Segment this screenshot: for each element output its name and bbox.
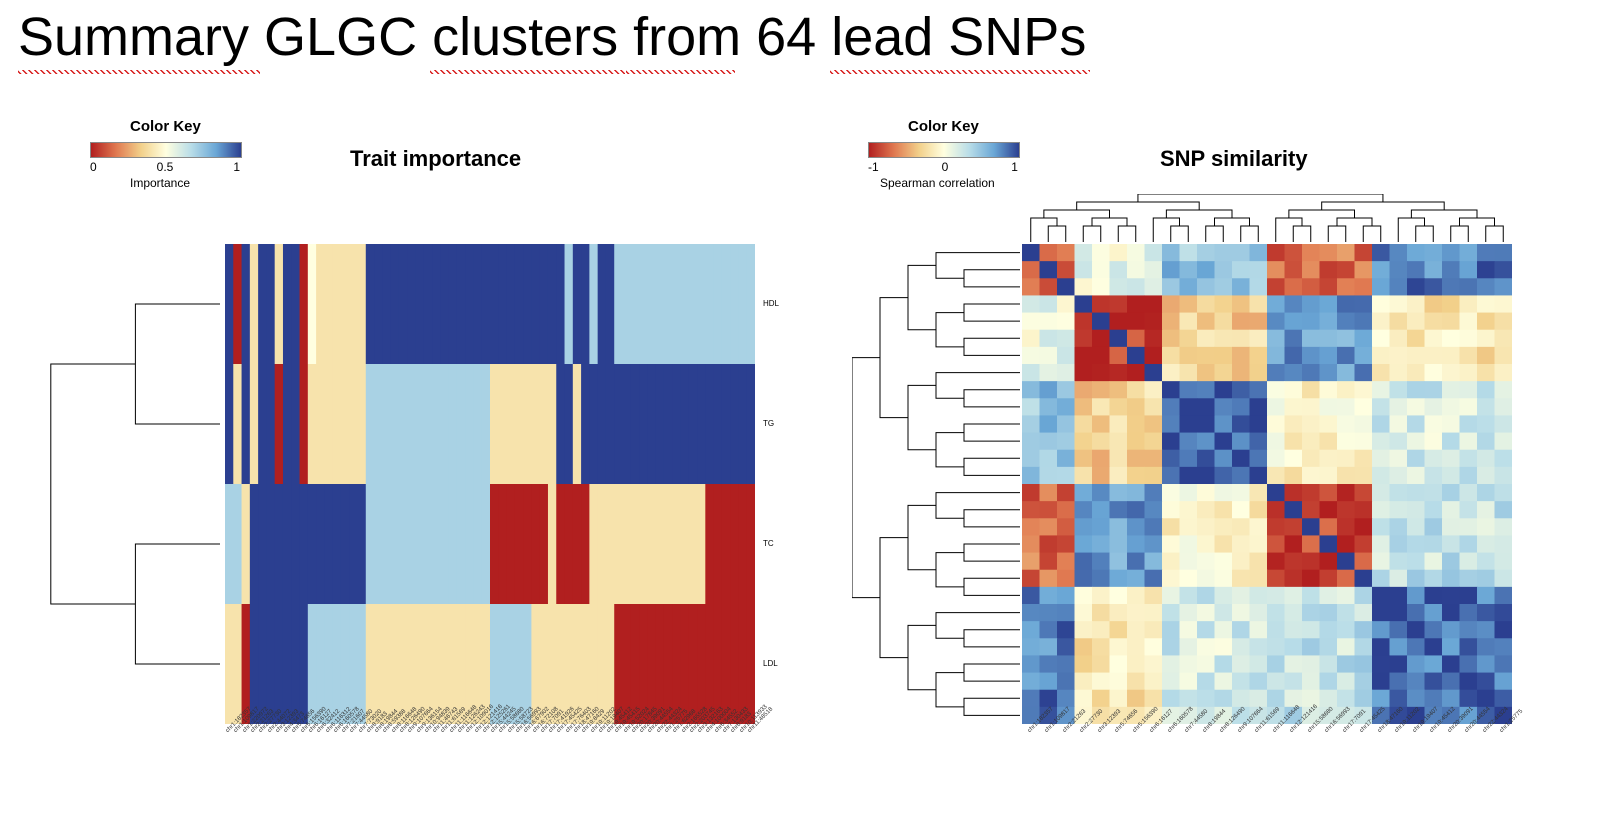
column-labels-right: chr1:182357chr1:109817chr2:21263chr2:277… bbox=[1022, 728, 1512, 826]
tick-1: 0 bbox=[942, 160, 949, 174]
row-dendrogram-left bbox=[32, 244, 220, 724]
page-title: Summary GLGC clusters from 64 lead SNPs bbox=[18, 6, 1086, 68]
color-key-ticks: 0 0.5 1 bbox=[90, 160, 240, 174]
heatmap-snp-similarity bbox=[1022, 244, 1512, 724]
right-panel-title: SNP similarity bbox=[1160, 146, 1308, 172]
row-label: LDL bbox=[763, 659, 778, 668]
column-dendrogram-right bbox=[1022, 194, 1512, 242]
tick-2: 1 bbox=[1011, 160, 1018, 174]
row-label: TC bbox=[763, 539, 774, 548]
left-panel-title: Trait importance bbox=[350, 146, 521, 172]
tick-0: -1 bbox=[868, 160, 879, 174]
heatmap-trait-importance bbox=[225, 244, 755, 724]
tick-1: 0.5 bbox=[157, 160, 174, 174]
column-labels-left: chr1:182357chr1:109817chr1:220972chr2:21… bbox=[225, 728, 755, 826]
tick-0: 0 bbox=[90, 160, 97, 174]
row-label: TG bbox=[763, 419, 774, 428]
color-key-label: Spearman correlation bbox=[880, 176, 995, 190]
color-key-bar bbox=[90, 142, 242, 158]
color-key-bar bbox=[868, 142, 1020, 158]
row-label: HDL bbox=[763, 299, 779, 308]
tick-2: 1 bbox=[233, 160, 240, 174]
color-key-label: Importance bbox=[130, 176, 190, 190]
row-dendrogram-right bbox=[852, 244, 1020, 724]
color-key-ticks: -1 0 1 bbox=[868, 160, 1018, 174]
color-key-title: Color Key bbox=[130, 118, 201, 135]
color-key-title: Color Key bbox=[908, 118, 979, 135]
